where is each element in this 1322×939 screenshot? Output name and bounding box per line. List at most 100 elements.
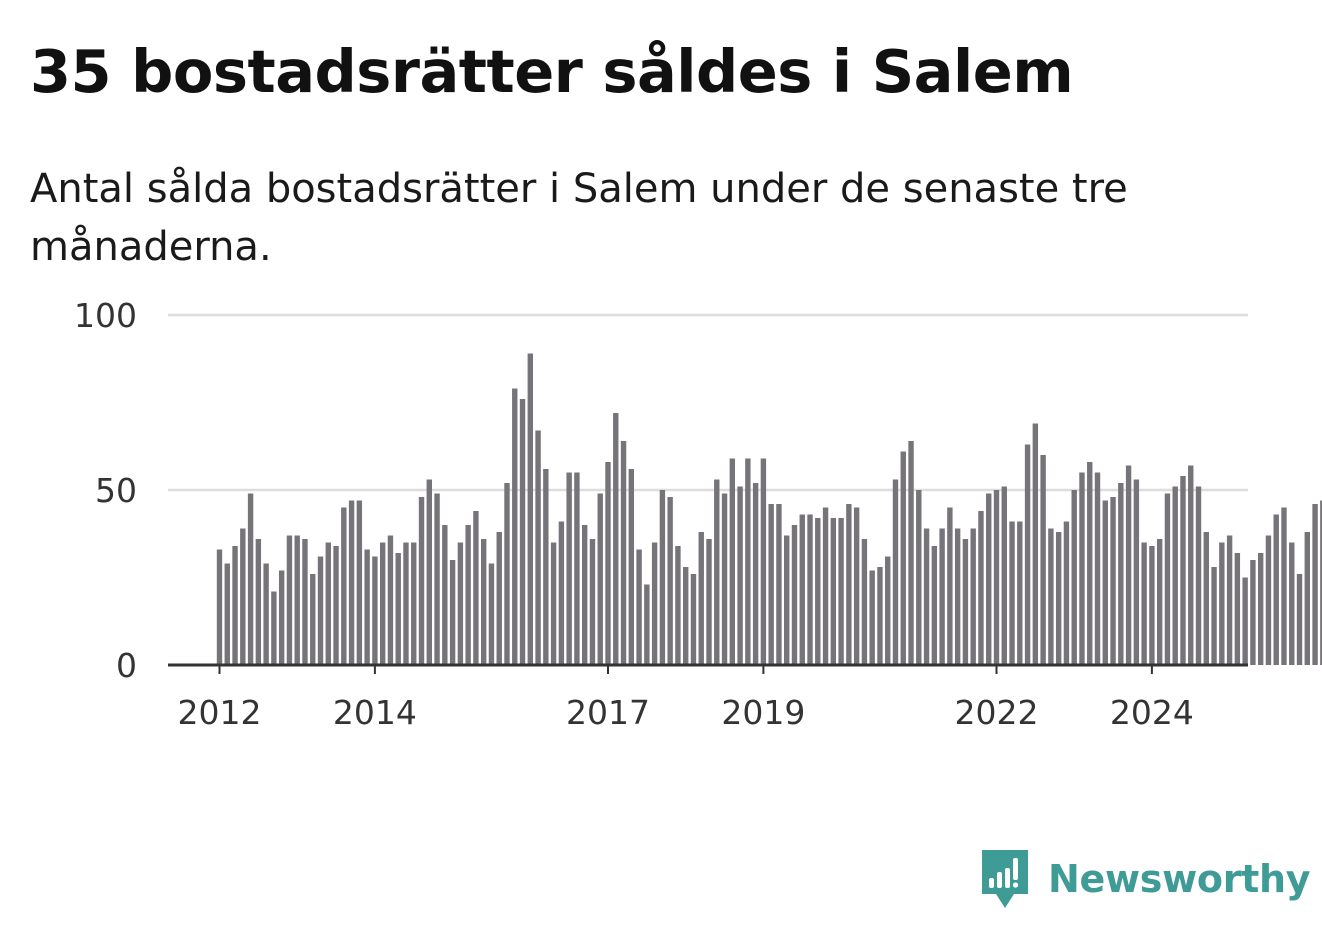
bar bbox=[939, 528, 945, 665]
bar bbox=[372, 556, 378, 665]
bar bbox=[581, 525, 588, 665]
bar bbox=[675, 546, 681, 665]
bar bbox=[714, 479, 720, 665]
bar bbox=[1001, 486, 1007, 665]
bar bbox=[613, 413, 619, 665]
bar bbox=[1094, 472, 1101, 665]
bar bbox=[1211, 567, 1217, 665]
bar bbox=[1188, 465, 1194, 665]
bar bbox=[628, 469, 635, 665]
bar bbox=[442, 525, 448, 665]
bar bbox=[379, 542, 386, 665]
bar bbox=[1289, 542, 1295, 665]
bar bbox=[659, 490, 666, 665]
bar bbox=[566, 472, 572, 665]
newsworthy-logo-icon bbox=[982, 850, 1028, 908]
y-tick-label: 50 bbox=[95, 471, 137, 510]
x-tick-label: 2019 bbox=[721, 693, 805, 732]
bar bbox=[970, 528, 976, 665]
bar bbox=[706, 539, 712, 665]
y-tick-label: 100 bbox=[74, 296, 137, 335]
x-tick-label: 2024 bbox=[1110, 693, 1194, 732]
bar bbox=[558, 521, 565, 665]
bar bbox=[216, 549, 223, 665]
bar bbox=[1304, 532, 1310, 665]
bar bbox=[838, 518, 844, 665]
bar bbox=[247, 493, 254, 665]
bar bbox=[962, 539, 969, 665]
bar bbox=[690, 574, 697, 665]
page-subtitle: Antal sålda bostadsrätter i Salem under … bbox=[30, 166, 1128, 270]
bar bbox=[885, 556, 891, 665]
bar bbox=[535, 430, 541, 665]
bar bbox=[986, 493, 992, 665]
bar bbox=[1242, 577, 1248, 665]
bar bbox=[286, 535, 293, 665]
bar bbox=[1156, 539, 1163, 665]
bar bbox=[1055, 532, 1062, 665]
bar bbox=[1048, 528, 1054, 665]
bar bbox=[457, 542, 464, 665]
x-tick-label: 2014 bbox=[333, 693, 417, 732]
bar bbox=[387, 535, 394, 665]
bar bbox=[317, 556, 324, 665]
bar bbox=[900, 451, 906, 665]
bar bbox=[348, 500, 355, 665]
bar bbox=[760, 458, 767, 665]
page-title: 35 bostadsrätter såldes i Salem bbox=[30, 37, 1074, 106]
bar bbox=[791, 525, 798, 665]
bar bbox=[504, 483, 510, 665]
bar bbox=[449, 560, 456, 665]
bar bbox=[597, 493, 603, 665]
newsworthy-logo: Newsworthy bbox=[980, 848, 1311, 910]
bar bbox=[745, 458, 751, 665]
bar bbox=[721, 493, 728, 665]
bar bbox=[1320, 500, 1322, 665]
bar bbox=[1250, 560, 1256, 665]
bar bbox=[364, 549, 370, 665]
bar bbox=[651, 542, 658, 665]
bar bbox=[993, 490, 1000, 665]
bar bbox=[426, 479, 432, 665]
bar bbox=[278, 570, 285, 665]
bar bbox=[768, 504, 774, 665]
bar bbox=[1017, 521, 1023, 665]
bar bbox=[403, 542, 409, 665]
bar bbox=[232, 546, 238, 665]
bar bbox=[877, 567, 883, 665]
bar bbox=[1265, 535, 1272, 665]
bar bbox=[574, 472, 580, 665]
bar bbox=[1079, 472, 1085, 665]
bar bbox=[527, 353, 533, 665]
bar bbox=[636, 549, 642, 665]
bar bbox=[1226, 535, 1233, 665]
bar bbox=[776, 504, 782, 665]
bar bbox=[667, 497, 673, 665]
bar bbox=[488, 563, 495, 665]
bar bbox=[310, 574, 316, 665]
y-tick-label: 0 bbox=[116, 646, 137, 685]
bar bbox=[550, 542, 557, 665]
bar bbox=[620, 441, 627, 665]
bar bbox=[815, 518, 821, 665]
bar bbox=[1125, 465, 1132, 665]
bar bbox=[1180, 476, 1186, 665]
bar bbox=[411, 542, 417, 665]
bar bbox=[589, 539, 596, 665]
bar bbox=[224, 563, 230, 665]
bar bbox=[799, 514, 805, 665]
bar bbox=[605, 462, 611, 665]
bar bbox=[1063, 521, 1070, 665]
bar bbox=[644, 584, 650, 665]
x-tick-label: 2022 bbox=[955, 693, 1039, 732]
bar bbox=[1110, 497, 1116, 665]
bar bbox=[1040, 455, 1046, 665]
bar bbox=[853, 507, 860, 665]
bar bbox=[1234, 553, 1241, 665]
bar bbox=[333, 546, 339, 665]
bar bbox=[1257, 553, 1264, 665]
bar bbox=[240, 528, 246, 665]
bar bbox=[294, 535, 300, 665]
bar bbox=[1296, 574, 1303, 665]
bar bbox=[807, 514, 813, 665]
